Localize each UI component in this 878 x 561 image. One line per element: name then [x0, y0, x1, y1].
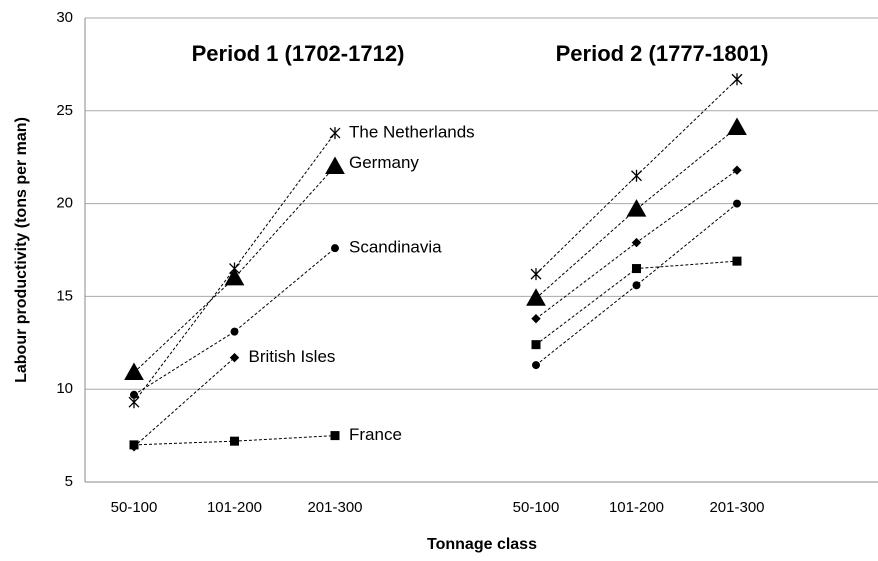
marker [530, 268, 542, 281]
y-tick-label: 10 [56, 380, 73, 397]
marker [732, 256, 742, 266]
marker [129, 440, 139, 450]
series-label: British Isles [249, 347, 336, 366]
marker [531, 340, 541, 350]
series-line [133, 203, 738, 396]
series-label: Scandinavia [349, 238, 442, 257]
x-tick-label: 101-200 [207, 499, 262, 516]
y-tick-label: 25 [56, 102, 73, 119]
period-title: Period 2 (1777-1801) [556, 41, 769, 66]
x-tick-label: 50-100 [111, 499, 158, 516]
marker [230, 436, 239, 446]
x-tick-label: 50-100 [513, 499, 560, 516]
marker [325, 156, 345, 174]
y-tick-label: 15 [56, 287, 73, 304]
marker [526, 288, 546, 306]
marker [732, 165, 742, 175]
marker [632, 281, 641, 290]
marker [631, 169, 642, 182]
y-axis-label: Labour productivity (tons per man) [13, 117, 30, 383]
series-line [133, 260, 738, 446]
marker [532, 361, 540, 370]
x-tick-label: 201-300 [307, 499, 362, 516]
x-tick-label: 201-300 [709, 499, 764, 516]
series-line [133, 127, 738, 373]
marker [631, 237, 642, 248]
marker [331, 244, 339, 253]
period-title: Period 1 (1702-1712) [192, 41, 405, 66]
marker [330, 431, 340, 441]
marker [632, 264, 641, 274]
marker [329, 127, 341, 140]
y-tick-label: 30 [56, 9, 73, 26]
series-label: Germany [349, 153, 419, 172]
marker [124, 362, 144, 380]
y-tick-label: 20 [56, 195, 73, 212]
marker [727, 117, 747, 136]
marker [626, 199, 647, 217]
series-label: France [349, 425, 402, 444]
series-line [133, 169, 738, 448]
y-tick-label: 5 [65, 473, 73, 490]
marker [531, 313, 541, 324]
marker [130, 390, 138, 399]
marker [731, 73, 743, 86]
x-axis-label: Tonnage class [427, 536, 537, 553]
series-label: The Netherlands [349, 123, 475, 142]
x-tick-label: 101-200 [609, 499, 664, 516]
marker [733, 199, 741, 208]
marker [230, 327, 239, 336]
marker [224, 267, 245, 286]
marker [229, 352, 240, 363]
